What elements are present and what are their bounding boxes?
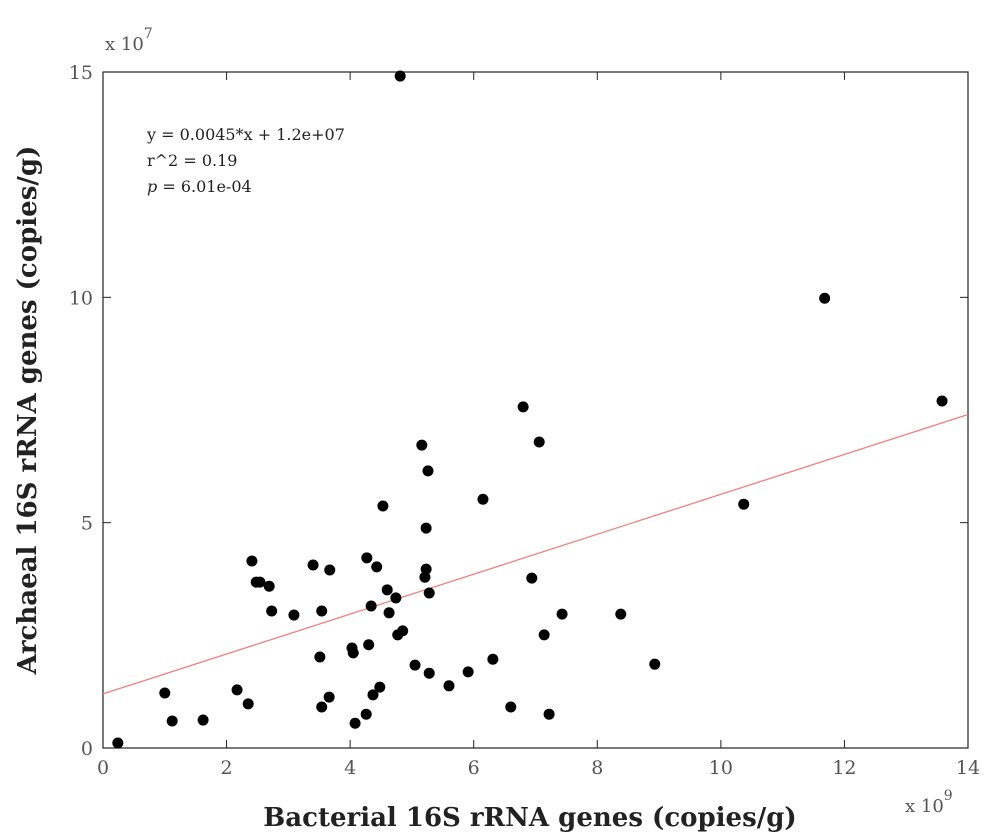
point [197, 714, 209, 726]
point [517, 401, 529, 413]
point [936, 395, 948, 407]
offset-exponent: 7 [144, 26, 153, 42]
point [263, 580, 275, 592]
point [374, 681, 386, 693]
point [416, 439, 428, 451]
point [371, 561, 383, 573]
point [409, 659, 421, 671]
point [314, 651, 326, 663]
point [443, 680, 455, 692]
x-tick-label: 4 [344, 757, 356, 779]
x-tick-label: 12 [832, 757, 856, 779]
y-offset: x 107 [105, 26, 153, 55]
y-tick-label: 10 [69, 287, 93, 309]
point [422, 465, 434, 477]
point [242, 698, 254, 710]
x-tick-label: 0 [97, 757, 109, 779]
trend-line [102, 413, 969, 695]
point [361, 552, 373, 564]
point [347, 647, 359, 659]
point [738, 498, 750, 510]
point [397, 625, 409, 637]
point [316, 605, 328, 617]
point [419, 571, 431, 583]
x-tick-label: 8 [591, 757, 603, 779]
point [390, 592, 402, 604]
x-tick-label: 14 [956, 757, 980, 779]
annotation: y = 0.0045*x + 1.2e+07 [146, 125, 345, 144]
point [377, 500, 389, 512]
point [112, 737, 124, 749]
offset-exponent: 9 [944, 788, 953, 804]
point [538, 629, 550, 641]
point [307, 559, 319, 571]
point [323, 691, 335, 703]
point [246, 555, 258, 567]
point [423, 587, 435, 599]
y-tick-label: 5 [81, 513, 93, 535]
point [254, 576, 266, 588]
point [363, 639, 375, 651]
point [349, 717, 361, 729]
point [420, 563, 432, 575]
x-tick-label: 2 [221, 757, 233, 779]
offset-base: x 10 [905, 796, 944, 817]
point [423, 667, 435, 679]
point [533, 436, 545, 448]
point [367, 689, 379, 701]
x-axis-label: Bacterial 16S rRNA genes (copies/g) [263, 803, 796, 833]
y-tick-label: 15 [69, 62, 93, 84]
x-offset: x 109 [905, 788, 953, 817]
point [649, 658, 661, 670]
point [394, 70, 406, 82]
annotation: r^2 = 0.19 [147, 151, 237, 170]
point [159, 687, 171, 699]
point [462, 666, 474, 678]
point [266, 605, 278, 617]
point [365, 600, 377, 612]
x-tick-label: 6 [468, 757, 480, 779]
plot-frame [102, 71, 969, 749]
point [231, 684, 243, 696]
point [526, 572, 538, 584]
point [556, 608, 568, 620]
point [420, 522, 432, 534]
point [505, 701, 517, 713]
y-axis-label: Archaeal 16S rRNA genes (copies/g) [13, 146, 43, 676]
annotation: p = 6.01e-04 [147, 177, 252, 196]
point [360, 708, 372, 720]
point [288, 609, 300, 621]
point [383, 607, 395, 619]
y-tick-label: 0 [81, 738, 93, 760]
point [487, 653, 499, 665]
point [477, 493, 489, 505]
p-symbol: p [147, 177, 157, 196]
point [615, 608, 627, 620]
point [819, 292, 831, 304]
point [543, 708, 555, 720]
point [324, 564, 336, 576]
p-value: = 6.01e-04 [157, 177, 251, 196]
point [166, 715, 178, 727]
offset-base: x 10 [105, 34, 144, 55]
point [381, 584, 393, 596]
x-tick-label: 10 [709, 757, 733, 779]
point [316, 701, 328, 713]
